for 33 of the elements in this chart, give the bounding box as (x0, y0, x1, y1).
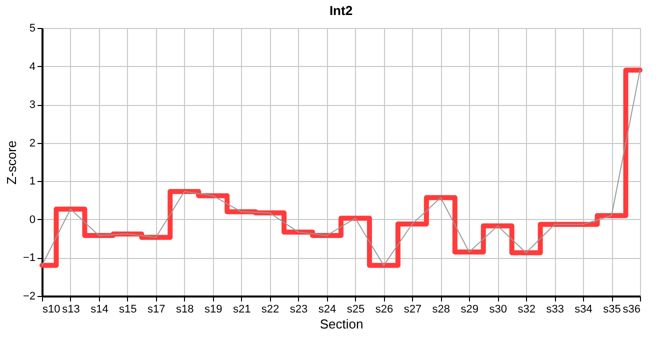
x-tick-label: s25 (346, 304, 365, 316)
x-tick-label: s28 (432, 304, 450, 316)
x-tick-label: s22 (261, 304, 280, 316)
x-tick-label: s26 (375, 304, 394, 316)
y-axis-title: Z-score (4, 140, 19, 185)
x-tick-label: s35 (603, 304, 621, 316)
y-tick-label: 1 (29, 176, 36, 188)
x-tick-label: s15 (119, 304, 137, 316)
y-tick-label: 2 (29, 137, 36, 150)
y-tick-label: −2 (22, 290, 36, 302)
x-tick-label: s23 (290, 304, 308, 316)
x-tick-label: s19 (204, 304, 222, 316)
x-tick-label: s33 (546, 304, 564, 316)
x-tick-label: s34 (574, 304, 592, 316)
y-tick-label: 5 (29, 22, 36, 34)
x-tick-label: s18 (176, 304, 194, 316)
x-tick-label: s10 (42, 304, 60, 316)
x-tick-label: s29 (460, 304, 479, 316)
x-tick-label: s32 (518, 304, 536, 316)
y-tick-label: −1 (22, 252, 36, 264)
x-tick-label: s13 (62, 304, 80, 316)
x-tick-label: s14 (90, 304, 108, 316)
y-tick-label: 3 (29, 99, 36, 112)
y-tick-label: 0 (29, 214, 36, 226)
x-tick-label: s36 (622, 304, 640, 316)
x-tick-label: s21 (232, 304, 251, 316)
x-tick-label: s27 (404, 304, 422, 316)
x-axis-title: Section (320, 316, 364, 332)
chart-title: Int2 (329, 3, 353, 18)
x-tick-label: s17 (148, 304, 166, 316)
x-tick-label: s24 (318, 304, 336, 316)
x-tick-label: s30 (489, 304, 507, 316)
y-tick-label: 4 (29, 60, 36, 73)
